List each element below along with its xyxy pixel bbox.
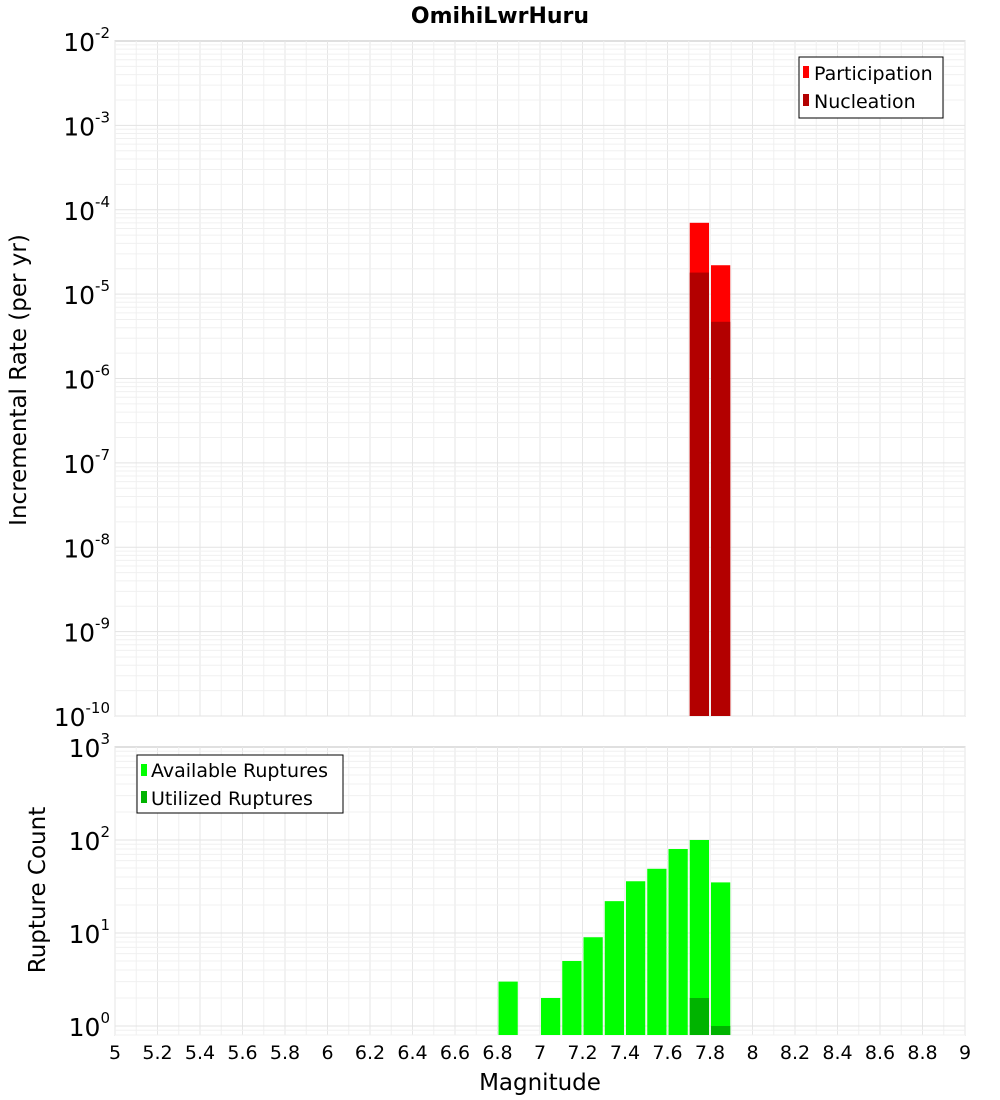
bottom-bar-available-ruptures	[689, 839, 709, 1035]
bottom-bar-available-ruptures	[604, 901, 624, 1035]
x-tick-label: 5.4	[185, 1042, 215, 1064]
top-y-tick-label: 10-2	[63, 24, 110, 57]
x-tick-label: 6.4	[397, 1042, 427, 1064]
bottom-y-axis-title: Rupture Count	[25, 807, 51, 973]
legend-label-participation: Participation	[814, 63, 933, 85]
legend-swatch-available	[141, 764, 147, 776]
legend-label-utilized: Utilized Ruptures	[151, 788, 313, 810]
top-y-tick-label: 10-6	[63, 362, 110, 395]
bottom-y-tick-label: 103	[69, 730, 110, 763]
x-tick-label: 5.2	[142, 1042, 172, 1064]
top-legend: Participation Nucleation	[798, 56, 944, 119]
top-y-tick-label: 10-5	[63, 277, 110, 310]
x-axis-title: Magnitude	[479, 1070, 601, 1096]
x-tick-label: 8	[746, 1042, 758, 1064]
legend-label-nucleation: Nucleation	[814, 91, 916, 113]
top-legend-box	[798, 56, 944, 119]
x-tick-label: 7.6	[652, 1042, 682, 1064]
bottom-y-tick-label: 100	[69, 1009, 110, 1042]
legend-label-available: Available Ruptures	[151, 760, 328, 782]
legend-swatch-nucleation	[803, 94, 809, 106]
bottom-gridlines	[114, 747, 966, 1036]
bottom-bar-available-ruptures	[562, 960, 582, 1035]
bottom-bar-utilized-ruptures	[689, 997, 709, 1035]
x-tick-label: 7.2	[567, 1042, 597, 1064]
x-tick-label: 7.8	[695, 1042, 725, 1064]
bottom-bar-available-ruptures	[498, 981, 518, 1035]
bottom-y-tick-label: 102	[69, 823, 110, 856]
x-tick-label: 6.2	[355, 1042, 385, 1064]
x-tick-label: 5.6	[227, 1042, 257, 1064]
bottom-legend-box	[136, 754, 344, 814]
x-tick-label: 5.8	[270, 1042, 300, 1064]
x-tick-label: 8.6	[865, 1042, 895, 1064]
top-y-tick-label: 10-9	[63, 615, 110, 648]
top-y-tick-label: 10-8	[63, 530, 110, 563]
bottom-bar-available-ruptures	[647, 868, 667, 1035]
bottom-y-tick-labels: 103 102 101 100	[69, 730, 110, 1042]
bottom-bar-available-ruptures	[541, 997, 561, 1035]
x-tick-label: 6.8	[482, 1042, 512, 1064]
top-bars	[689, 222, 731, 716]
top-gridlines	[114, 41, 966, 717]
top-y-tick-label: 10-7	[63, 446, 110, 479]
bottom-bar-utilized-ruptures	[711, 1025, 731, 1035]
legend-swatch-utilized	[141, 791, 147, 803]
legend-swatch-participation	[803, 66, 809, 78]
x-tick-label: 7	[534, 1042, 546, 1064]
bottom-bar-available-ruptures	[668, 849, 688, 1035]
bottom-bar-available-ruptures	[711, 882, 731, 1035]
bottom-legend: Available Ruptures Utilized Ruptures	[136, 754, 344, 814]
top-bar-nucleation	[711, 321, 731, 716]
x-tick-label: 8.8	[907, 1042, 937, 1064]
x-tick-label: 8.2	[780, 1042, 810, 1064]
top-y-tick-label: 10-4	[63, 193, 110, 226]
top-y-axis-title: Incremental Rate (per yr)	[6, 234, 32, 526]
x-tick-label: 9	[959, 1042, 971, 1064]
x-tick-label: 6	[321, 1042, 333, 1064]
x-tick-label: 8.4	[822, 1042, 852, 1064]
top-y-tick-labels: 10-2 10-3 10-4 10-5 10-6 10-7 10-8 10-9 10-10	[54, 24, 110, 732]
bottom-bar-available-ruptures	[583, 937, 603, 1035]
top-y-tick-label: 10-3	[63, 108, 110, 141]
bottom-y-tick-label: 101	[69, 916, 110, 949]
x-tick-label: 6.6	[440, 1042, 470, 1064]
bottom-bars	[498, 839, 731, 1035]
x-tick-label: 7.4	[610, 1042, 640, 1064]
x-tick-label: 5	[109, 1042, 121, 1064]
chart-title: OmihiLwrHuru	[411, 4, 589, 29]
bottom-bar-available-ruptures	[626, 881, 646, 1035]
top-bar-nucleation	[689, 272, 709, 716]
top-y-tick-label: 10-10	[54, 699, 110, 732]
x-tick-labels: 5 5.2 5.4 5.6 5.8 6 6.2 6.4 6.6 6.8 7 7.2 7.4 7.6 7.8 8…	[109, 1042, 971, 1064]
